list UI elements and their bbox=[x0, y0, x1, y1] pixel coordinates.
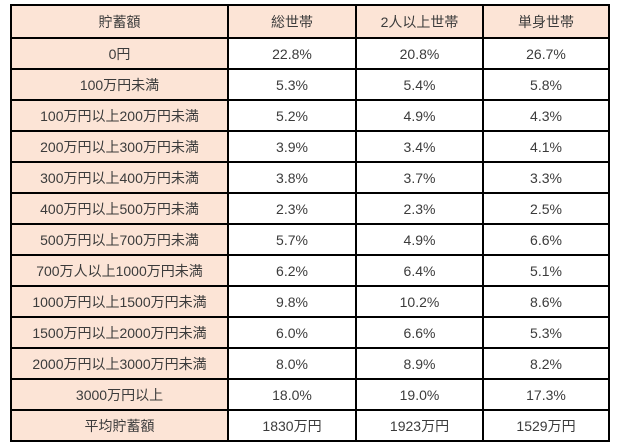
value-cell: 6.4% bbox=[355, 254, 484, 287]
table-row-average: 平均貯蓄額 1830万円 1923万円 1529万円 bbox=[10, 409, 610, 442]
value-cell: 5.2% bbox=[227, 99, 357, 132]
table-row: 100万円未満 5.3% 5.4% 5.8% bbox=[10, 68, 610, 101]
value-cell: 2.5% bbox=[482, 192, 610, 225]
value-cell: 8.6% bbox=[482, 285, 610, 318]
value-cell: 5.4% bbox=[355, 68, 484, 101]
table-row: 2000万円以上3000万円未満 8.0% 8.9% 8.2% bbox=[10, 347, 610, 380]
value-cell: 18.0% bbox=[227, 378, 357, 411]
value-cell: 26.7% bbox=[482, 37, 610, 70]
row-label-cell: 平均貯蓄額 bbox=[10, 409, 229, 442]
value-cell: 17.3% bbox=[482, 378, 610, 411]
column-header-savings-amount: 貯蓄額 bbox=[10, 4, 229, 39]
value-cell: 4.9% bbox=[355, 223, 484, 256]
value-cell: 4.9% bbox=[355, 99, 484, 132]
value-cell: 8.2% bbox=[482, 347, 610, 380]
column-header-all-households: 総世帯 bbox=[227, 4, 357, 39]
table-row: 300万円以上400万円未満 3.8% 3.7% 3.3% bbox=[10, 161, 610, 194]
value-cell: 22.8% bbox=[227, 37, 357, 70]
row-label-cell: 100万円未満 bbox=[10, 68, 229, 101]
value-cell: 2.3% bbox=[227, 192, 357, 225]
value-cell: 1529万円 bbox=[482, 409, 610, 442]
value-cell: 6.6% bbox=[355, 316, 484, 349]
row-label-cell: 1000万円以上1500万円未満 bbox=[10, 285, 229, 318]
row-label-cell: 500万円以上700万円未満 bbox=[10, 223, 229, 256]
value-cell: 6.0% bbox=[227, 316, 357, 349]
savings-distribution-table: 貯蓄額 総世帯 2人以上世帯 単身世帯 0円 22.8% 20.8% 26.7%… bbox=[10, 4, 610, 442]
value-cell: 3.8% bbox=[227, 161, 357, 194]
row-label-cell: 3000万円以上 bbox=[10, 378, 229, 411]
column-header-two-plus-households: 2人以上世帯 bbox=[355, 4, 484, 39]
table-row: 1000万円以上1500万円未満 9.8% 10.2% 8.6% bbox=[10, 285, 610, 318]
value-cell: 5.8% bbox=[482, 68, 610, 101]
row-label-cell: 700万人以上1000万円未満 bbox=[10, 254, 229, 287]
value-cell: 2.3% bbox=[355, 192, 484, 225]
value-cell: 5.1% bbox=[482, 254, 610, 287]
table-row: 0円 22.8% 20.8% 26.7% bbox=[10, 37, 610, 70]
value-cell: 20.8% bbox=[355, 37, 484, 70]
value-cell: 8.0% bbox=[227, 347, 357, 380]
value-cell: 3.3% bbox=[482, 161, 610, 194]
value-cell: 10.2% bbox=[355, 285, 484, 318]
value-cell: 5.7% bbox=[227, 223, 357, 256]
value-cell: 1830万円 bbox=[227, 409, 357, 442]
row-label-cell: 0円 bbox=[10, 37, 229, 70]
table-row: 700万人以上1000万円未満 6.2% 6.4% 5.1% bbox=[10, 254, 610, 287]
value-cell: 19.0% bbox=[355, 378, 484, 411]
value-cell: 4.1% bbox=[482, 130, 610, 163]
value-cell: 6.6% bbox=[482, 223, 610, 256]
value-cell: 3.4% bbox=[355, 130, 484, 163]
column-header-single-households: 単身世帯 bbox=[482, 4, 610, 39]
row-label-cell: 100万円以上200万円未満 bbox=[10, 99, 229, 132]
table-row: 200万円以上300万円未満 3.9% 3.4% 4.1% bbox=[10, 130, 610, 163]
value-cell: 3.9% bbox=[227, 130, 357, 163]
table-row: 400万円以上500万円未満 2.3% 2.3% 2.5% bbox=[10, 192, 610, 225]
table-row: 100万円以上200万円未満 5.2% 4.9% 4.3% bbox=[10, 99, 610, 132]
value-cell: 9.8% bbox=[227, 285, 357, 318]
table-row: 500万円以上700万円未満 5.7% 4.9% 6.6% bbox=[10, 223, 610, 256]
row-label-cell: 400万円以上500万円未満 bbox=[10, 192, 229, 225]
value-cell: 3.7% bbox=[355, 161, 484, 194]
value-cell: 5.3% bbox=[482, 316, 610, 349]
value-cell: 4.3% bbox=[482, 99, 610, 132]
row-label-cell: 300万円以上400万円未満 bbox=[10, 161, 229, 194]
row-label-cell: 2000万円以上3000万円未満 bbox=[10, 347, 229, 380]
table-row: 1500万円以上2000万円未満 6.0% 6.6% 5.3% bbox=[10, 316, 610, 349]
value-cell: 5.3% bbox=[227, 68, 357, 101]
value-cell: 8.9% bbox=[355, 347, 484, 380]
value-cell: 1923万円 bbox=[355, 409, 484, 442]
table-row: 3000万円以上 18.0% 19.0% 17.3% bbox=[10, 378, 610, 411]
row-label-cell: 200万円以上300万円未満 bbox=[10, 130, 229, 163]
value-cell: 6.2% bbox=[227, 254, 357, 287]
header-row: 貯蓄額 総世帯 2人以上世帯 単身世帯 bbox=[10, 4, 610, 39]
row-label-cell: 1500万円以上2000万円未満 bbox=[10, 316, 229, 349]
